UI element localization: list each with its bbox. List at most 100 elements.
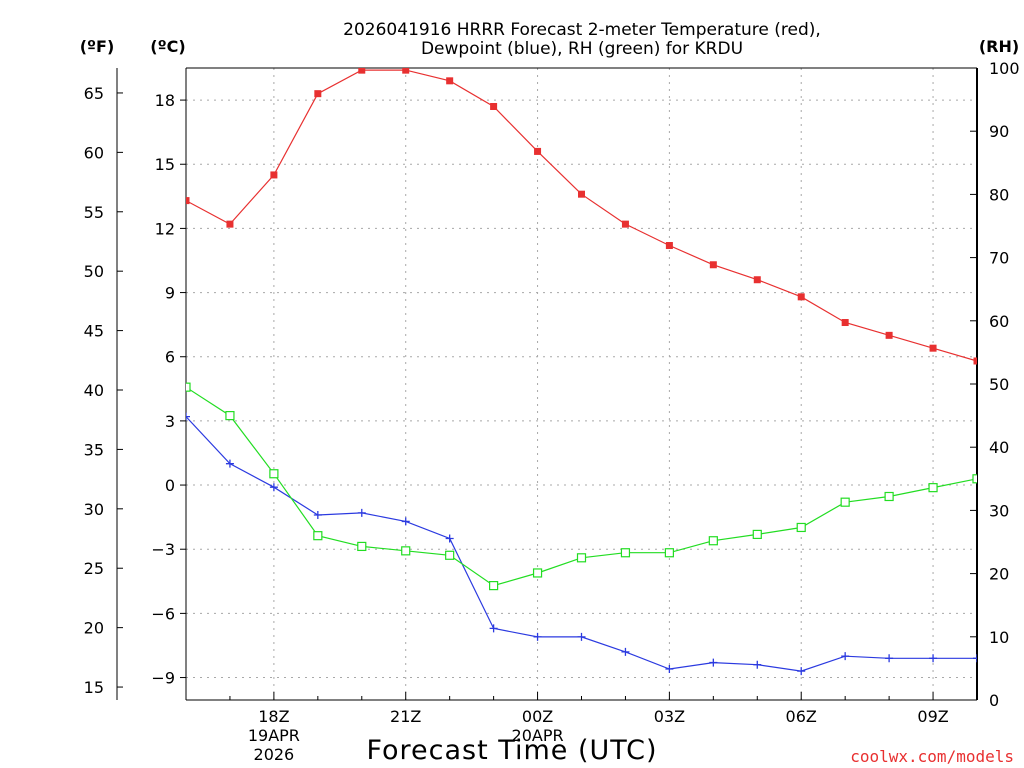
x-tick-year-label: 2026 — [254, 745, 295, 764]
rh-point — [796, 522, 806, 533]
x-axis-label: Forecast Time (UTC) — [366, 735, 657, 766]
axes: 15 20 25 30 35 40 45 50 55 60 65 −9 −6 −3 0 3 6 9 12 15 18 0 1… — [84, 59, 1020, 764]
dewpoint-point — [885, 654, 894, 663]
dewpoint-point — [665, 664, 674, 673]
fahrenheit-tick-label: 25 — [84, 559, 104, 578]
x-tick-label: 00Z — [522, 707, 553, 726]
dewpoint-point — [225, 459, 234, 468]
data-series — [186, 68, 977, 676]
fahrenheit-tick-label: 50 — [84, 262, 104, 281]
fahrenheit-tick-label: 30 — [84, 500, 104, 519]
temperature-point — [709, 261, 717, 269]
temperature-point — [753, 276, 761, 284]
rh-point — [840, 497, 850, 507]
fahrenheit-tick-label: 60 — [84, 143, 104, 162]
rh-point — [664, 548, 674, 558]
rh-point — [186, 382, 191, 392]
temperature-point — [973, 357, 977, 365]
dewpoint-point — [621, 647, 630, 656]
temperature-point — [314, 90, 322, 98]
rh-point — [489, 581, 499, 591]
rh-tick-label: 0 — [989, 691, 999, 710]
dewpoint-point — [313, 510, 322, 519]
fahrenheit-tick-label: 65 — [84, 84, 104, 103]
temperature-point — [665, 242, 673, 250]
rh-point — [357, 541, 367, 552]
dewpoint-point — [533, 632, 542, 641]
temperature-point — [186, 197, 190, 205]
rh-tick-label: 10 — [989, 628, 1009, 647]
temperature-series — [186, 68, 977, 365]
celsius-tick-label: −9 — [151, 669, 175, 688]
rh-tick-label: 100 — [989, 59, 1020, 78]
rh-point — [884, 491, 894, 502]
rh-point — [708, 536, 718, 546]
fahrenheit-tick-label: 55 — [84, 203, 104, 222]
rh-point — [532, 568, 543, 578]
credit-text: coolwx.com/models — [850, 747, 1014, 766]
rh-point — [445, 550, 455, 560]
x-tick-label: 03Z — [654, 707, 685, 726]
temperature-point — [885, 331, 893, 339]
temperature-point — [270, 171, 278, 179]
temperature-point — [226, 220, 234, 228]
celsius-tick-label: 0 — [165, 476, 175, 495]
fahrenheit-tick-label: 15 — [84, 678, 104, 697]
rh-series — [186, 382, 977, 591]
temperature-point — [402, 68, 410, 74]
rh-tick-label: 30 — [989, 501, 1009, 520]
temperature-point — [841, 319, 849, 327]
celsius-tick-label: 9 — [165, 284, 175, 303]
temperature-point — [490, 102, 498, 110]
temperature-point — [929, 344, 937, 352]
rh-unit-label: (RH) — [979, 37, 1019, 56]
x-tick-date-label: 20APR — [512, 726, 564, 745]
rh-point — [620, 548, 631, 558]
dewpoint-point — [797, 667, 806, 676]
rh-tick-label: 70 — [989, 249, 1009, 268]
x-tick-label: 18Z — [258, 707, 289, 726]
rh-point — [928, 483, 938, 493]
rh-point — [313, 531, 323, 541]
dewpoint-point — [489, 624, 498, 633]
fahrenheit-tick-label: 20 — [84, 619, 104, 638]
celsius-tick-label: −3 — [151, 540, 175, 559]
rh-point — [401, 546, 411, 556]
x-tick-label: 06Z — [786, 707, 817, 726]
temperature-point — [358, 68, 366, 74]
rh-point — [225, 411, 235, 421]
rh-tick-label: 40 — [989, 438, 1009, 457]
fahrenheit-tick-label: 40 — [84, 381, 104, 400]
celsius-tick-label: 3 — [165, 412, 175, 431]
chart-title-line1: 2026041916 HRRR Forecast 2-meter Tempera… — [343, 20, 821, 40]
rh-tick-label: 50 — [989, 375, 1009, 394]
fahrenheit-tick-label: 35 — [84, 440, 104, 459]
temperature-point — [621, 220, 629, 228]
celsius-tick-label: 6 — [165, 348, 175, 367]
x-tick-label: 21Z — [390, 707, 421, 726]
dewpoint-point — [929, 654, 938, 663]
celsius-tick-label: 18 — [155, 91, 175, 110]
x-tick-label: 09Z — [917, 707, 948, 726]
dewpoint-point — [357, 508, 366, 517]
temperature-point — [578, 190, 585, 198]
rh-point — [269, 469, 279, 479]
dewpoint-point — [186, 412, 190, 421]
x-tick-date-label: 19APR — [248, 726, 300, 745]
dewpoint-series — [186, 412, 977, 676]
temperature-point — [797, 293, 805, 301]
dewpoint-point — [445, 534, 454, 543]
dewpoint-point — [269, 483, 278, 492]
rh-point — [972, 474, 977, 484]
fahrenheit-tick-label: 45 — [84, 322, 104, 341]
celsius-tick-label: 15 — [155, 155, 175, 174]
dewpoint-point — [577, 632, 586, 641]
temperature-point — [534, 147, 542, 155]
celsius-tick-label: 12 — [155, 219, 175, 238]
chart-title-line2: Dewpoint (blue), RH (green) for KRDU — [421, 39, 743, 59]
dewpoint-point — [973, 654, 977, 663]
rh-point — [752, 529, 762, 540]
rh-point — [576, 553, 587, 563]
